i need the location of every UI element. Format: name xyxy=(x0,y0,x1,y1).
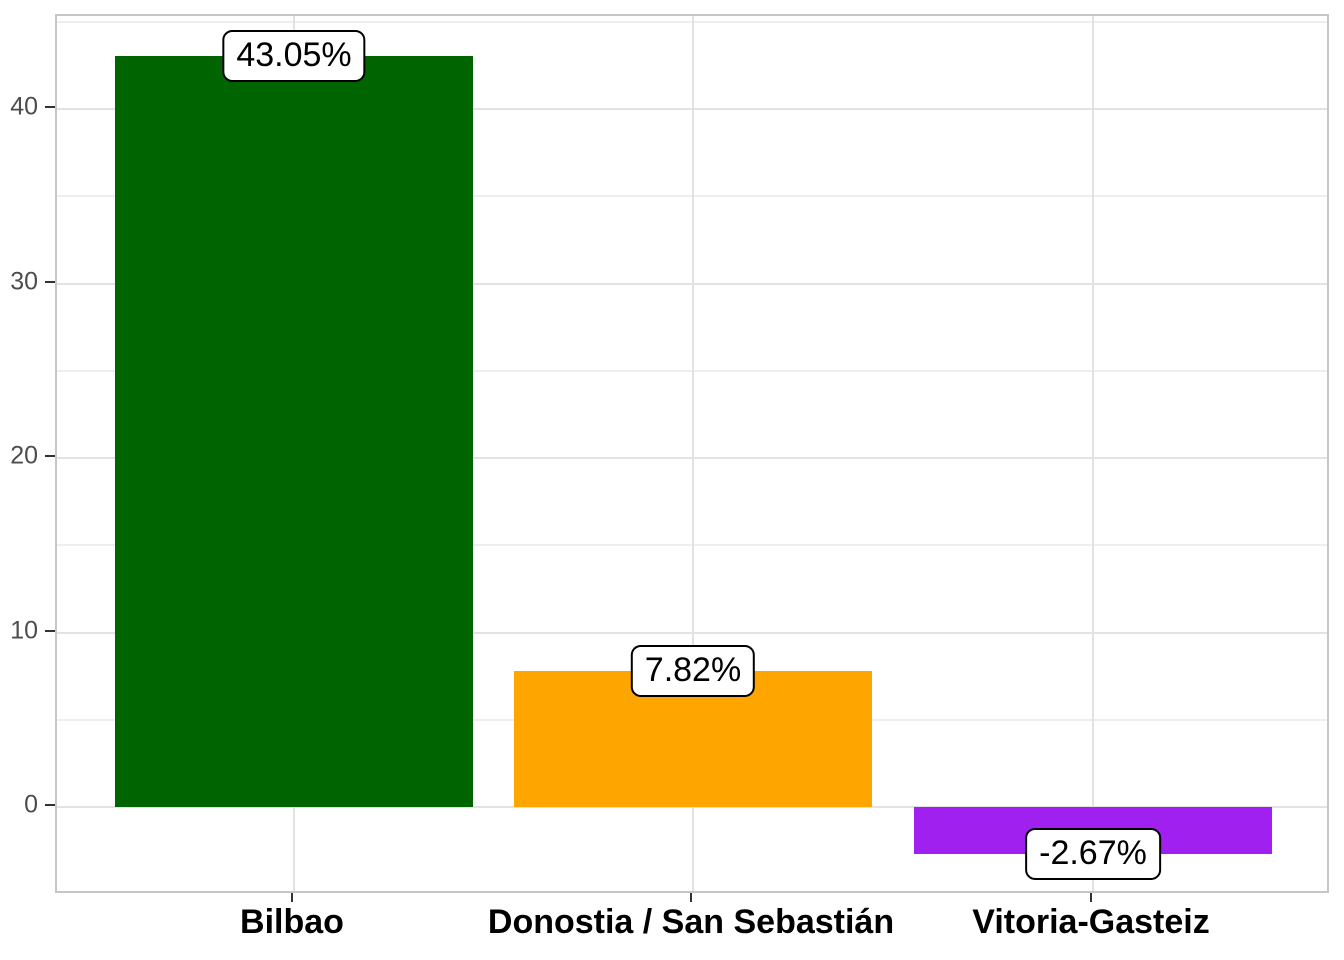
y-tick-label-20: 20 xyxy=(10,441,38,470)
y-tick-label-10: 10 xyxy=(10,616,38,644)
y-tick-label-30: 30 xyxy=(10,267,38,295)
plot-panel: 43.05% 7.82% -2.67% xyxy=(55,14,1329,893)
x-tick-label-bilbao: Bilbao xyxy=(240,903,344,941)
y-tick-0 xyxy=(45,804,55,806)
y-tick-10 xyxy=(45,629,55,632)
y-tick-20 xyxy=(45,455,55,457)
value-label-vitoria-gasteiz: -2.67% xyxy=(1025,827,1161,880)
gridline-x-donostia-san-sebasti-n xyxy=(692,16,694,891)
value-label-donostia-san-sebasti-n: 7.82% xyxy=(630,644,756,697)
x-tick-donostia-san-sebasti-n xyxy=(690,893,692,902)
value-label-bilbao: 43.05% xyxy=(222,29,366,82)
y-tick-label-0: 0 xyxy=(24,790,38,819)
x-tick-label-donostia-san-sebasti-n: Donostia / San Sebastián xyxy=(487,903,895,941)
x-tick-bilbao xyxy=(291,893,293,902)
y-tick-30 xyxy=(45,280,55,283)
x-tick-vitoria-gasteiz xyxy=(1090,893,1092,902)
y-tick-40 xyxy=(45,106,55,108)
y-tick-label-40: 40 xyxy=(10,92,38,121)
gridline-x-vitoria-gasteiz xyxy=(1092,16,1094,891)
x-tick-label-vitoria-gasteiz: Vitoria-Gasteiz xyxy=(972,903,1210,941)
bar-bilbao xyxy=(115,55,473,807)
